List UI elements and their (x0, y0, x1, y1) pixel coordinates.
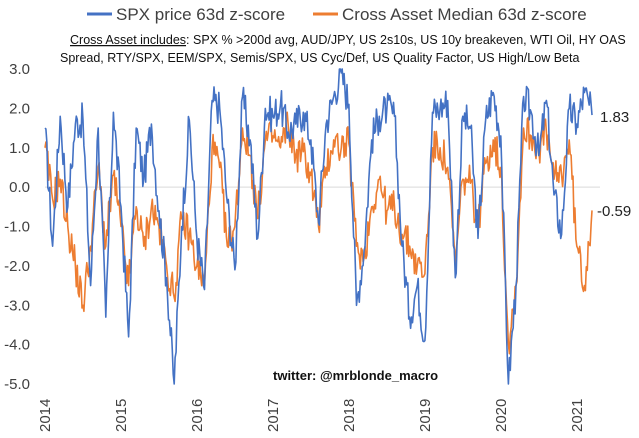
x-tick-label: 2020 (493, 399, 510, 432)
y-tick-label: 0.0 (9, 179, 30, 196)
end-label-cross-asset: -0.59 (597, 203, 631, 220)
legend: SPX price 63d z-score Cross Asset Median… (87, 5, 587, 24)
y-tick-label: 3.0 (9, 61, 30, 78)
note-line-2: Spread, RTY/SPX, EEM/SPX, Semis/SPX, US … (60, 51, 579, 65)
y-tick-label: 1.0 (9, 140, 30, 157)
x-tick-label: 2016 (189, 399, 206, 432)
x-tick-label: 2021 (569, 399, 586, 432)
series-line-spx (44, 68, 593, 385)
legend-label-cross: Cross Asset Median 63d z-score (342, 5, 587, 24)
y-tick-label: -2.0 (4, 258, 30, 275)
end-label-spx: 1.83 (600, 109, 629, 126)
x-axis-ticks: 2014 2015 2016 2017 2018 2019 2020 2021 (37, 399, 586, 432)
series-layer (44, 68, 593, 385)
y-tick-label: -3.0 (4, 297, 30, 314)
x-tick-label: 2018 (341, 399, 358, 432)
x-tick-label: 2017 (265, 399, 282, 432)
legend-label-spx: SPX price 63d z-score (116, 5, 285, 24)
end-labels: 1.83 -0.59 (597, 109, 631, 220)
annotation-note: Cross Asset includes: SPX % >200d avg, A… (60, 33, 626, 65)
y-tick-label: 2.0 (9, 100, 30, 117)
series-line-cross-asset (44, 111, 593, 355)
y-axis-ticks: 3.0 2.0 1.0 0.0 -1.0 -2.0 -3.0 -4.0 -5.0 (4, 61, 30, 393)
y-tick-label: -4.0 (4, 337, 30, 354)
x-tick-label: 2019 (417, 399, 434, 432)
twitter-handle: twitter: @mrblonde_macro (273, 368, 438, 383)
y-tick-label: -1.0 (4, 219, 30, 236)
y-tick-label: -5.0 (4, 376, 30, 393)
x-tick-label: 2014 (37, 399, 54, 432)
x-tick-label: 2015 (113, 399, 130, 432)
note-prefix: Cross Asset includes (70, 33, 186, 47)
note-line1-rest: : SPX % >200d avg, AUD/JPY, US 2s10s, US… (186, 33, 626, 47)
note-line-1: Cross Asset includes: SPX % >200d avg, A… (70, 33, 626, 47)
